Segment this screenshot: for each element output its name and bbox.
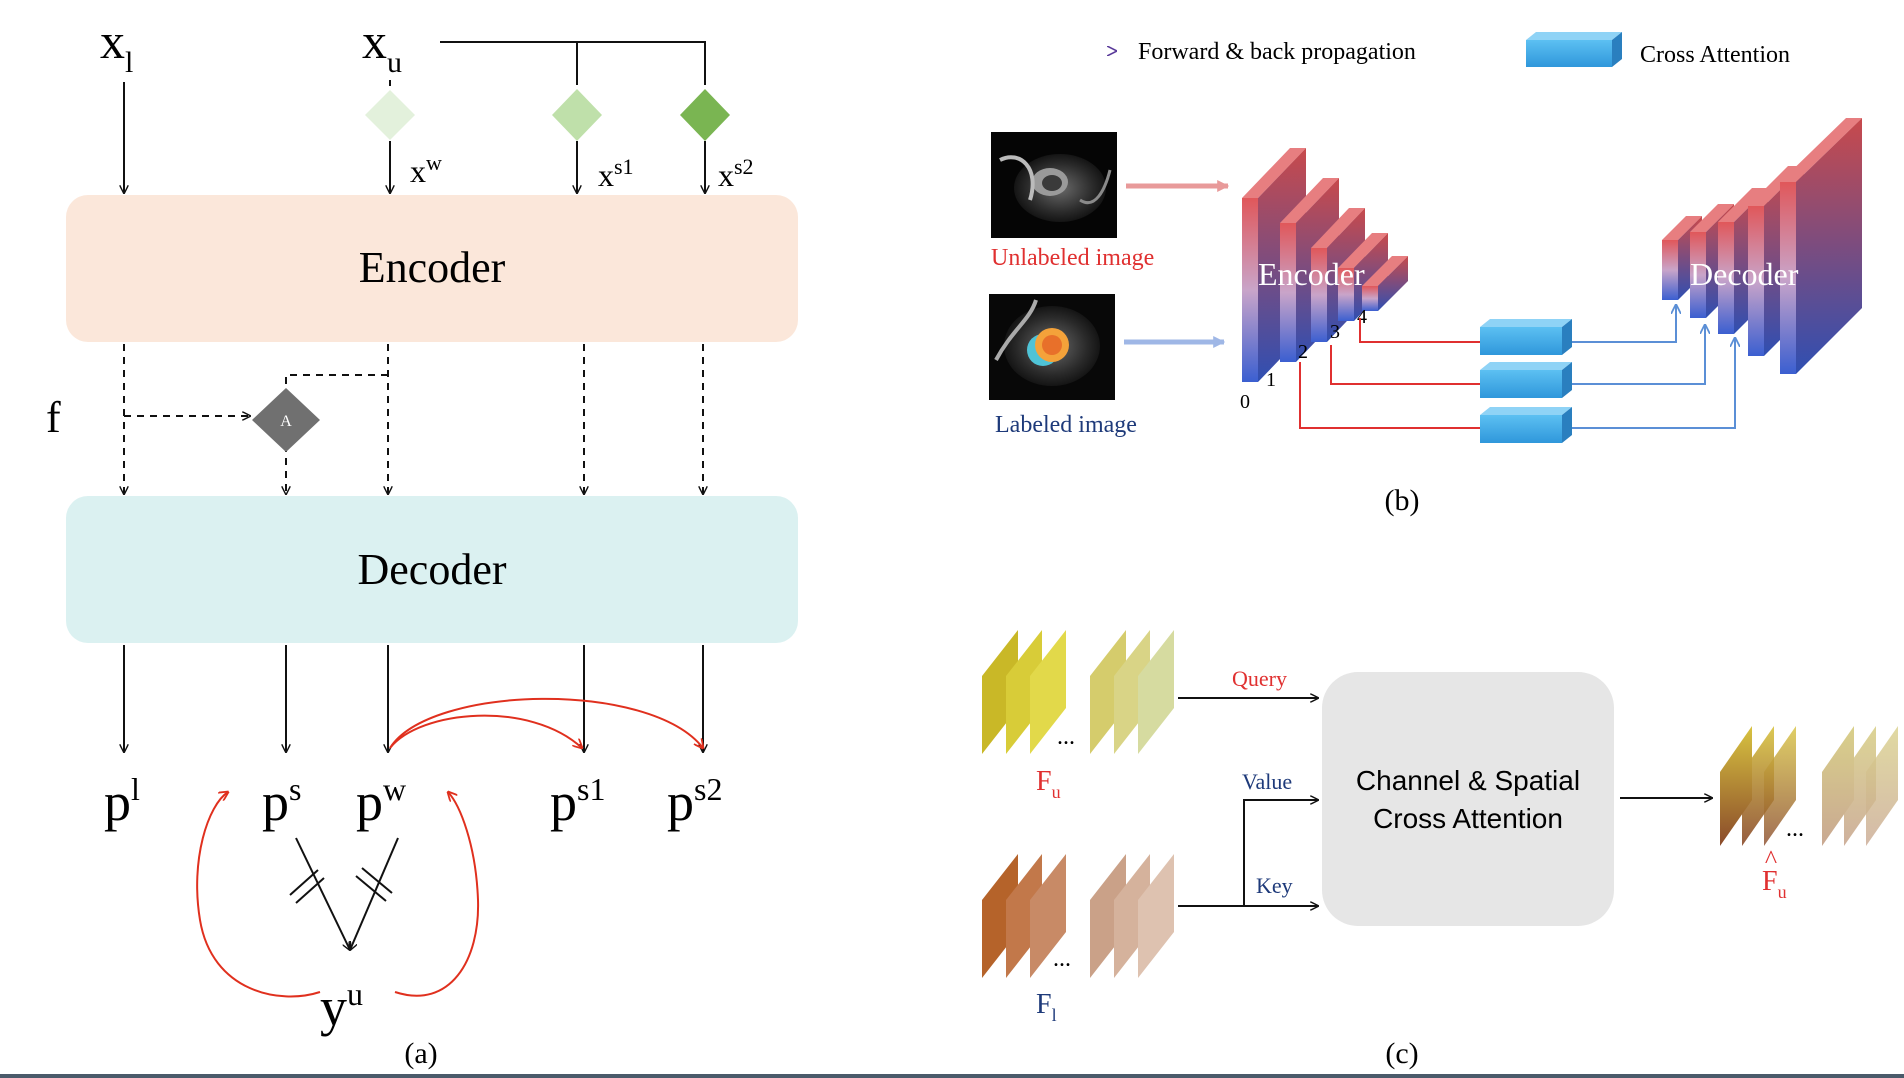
strong-aug1-diamond [552,89,602,141]
panel-c: ... Fu ... Fl Query Value Key Channel & … [982,630,1898,1070]
cross-attention-cube-2 [1480,362,1572,398]
cross-attention-block [1322,672,1614,926]
fu-feature-maps [982,630,1174,754]
unlabeled-image-thumbnail [991,132,1117,238]
attention-line-1: Channel & Spatial [1356,765,1580,796]
key-label: Key [1256,873,1293,898]
input-xu: xu [362,13,402,79]
level-label-2: 2 [1298,341,1308,363]
caption-b: (b) [1385,484,1420,517]
decoder-label: Decoder [357,545,506,594]
level-label-3: 3 [1330,321,1340,343]
encoder-label: Encoder [359,243,506,292]
encoder-3d-label: Encoder [1258,256,1365,292]
caption-a: (a) [404,1037,437,1070]
decoder-3d-stack [1662,118,1862,374]
consistency-arc-ps1 [389,714,582,748]
attention-node-label: A [280,413,292,430]
panel-a: xl xu xw xs1 xs2 Encoder f [46,13,798,1070]
feature-dashed-lines [124,344,703,494]
fl-ellipsis: ... [1053,946,1071,972]
fu-hat-ellipsis: ... [1786,816,1804,842]
strong-aug2-diamond [680,89,730,141]
level-label-1: 1 [1266,369,1276,391]
cross-attention-cube-3 [1480,407,1572,443]
value-label: Value [1242,769,1292,794]
output-ps2: ps2 [667,771,722,832]
legend-arrow-label: Forward & back propagation [1138,39,1416,65]
attention-line-2: Cross Attention [1373,803,1563,834]
consistency-arc-ps2 [389,697,703,748]
weak-aug-diamond [365,90,415,140]
fu-label: Fu [1036,766,1061,802]
input-xl: xl [100,13,133,79]
output-pl: pl [104,771,140,832]
fu-hat-feature-maps [1720,726,1898,846]
fu-hat-label: Fu [1762,866,1787,902]
level-label-0: 0 [1240,391,1250,413]
fl-feature-maps [982,854,1174,978]
pseudo-label-yu: yu [320,976,363,1037]
pseudo-label-arrows [289,837,399,950]
caption-c: (c) [1385,1037,1418,1070]
label-xw: xw [410,150,442,189]
fu-ellipsis: ... [1057,724,1075,750]
xu-branch-line [440,41,706,85]
qkv-arrows [1178,698,1318,906]
query-label: Query [1232,666,1287,691]
label-xs2: xs2 [718,154,754,193]
feature-label-f: f [46,393,61,442]
output-arrows [124,645,703,752]
decoder-block [66,496,798,643]
labeled-image-label: Labeled image [995,412,1137,438]
label-xs1: xs1 [598,154,634,193]
legend-box-label: Cross Attention [1640,42,1790,68]
legend-cube-icon [1526,32,1622,67]
supervision-loop-ps [196,792,321,998]
level-label-4: 4 [1357,306,1367,328]
encoder-block [66,195,798,342]
encoder-3d-stack [1242,148,1408,382]
bottom-rule [0,1074,1904,1078]
panel-b: Forward & back propagation Cross Attenti… [989,32,1862,517]
output-ps1: ps1 [550,771,605,832]
skip-connections [1299,305,1735,429]
fu-hat-accent: ^ [1765,845,1777,874]
cross-attention-cube-1 [1480,319,1572,355]
unlabeled-image-label: Unlabeled image [991,245,1154,271]
decoder-3d-label: Decoder [1690,256,1799,292]
supervision-loop-pw [394,792,480,997]
attention-node [252,388,320,452]
labeled-image-thumbnail [989,294,1115,400]
fl-label: Fl [1036,989,1057,1025]
output-pw: pw [356,771,406,832]
output-ps: ps [262,771,301,832]
